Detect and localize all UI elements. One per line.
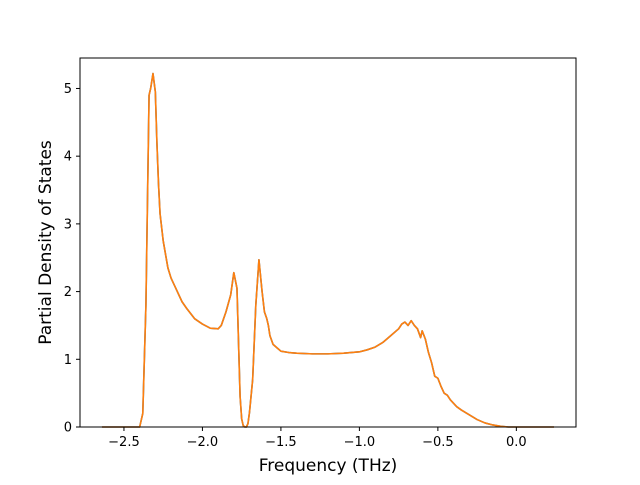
y-tick-label: 3 bbox=[64, 217, 72, 232]
x-tick-label: −0.5 bbox=[422, 435, 454, 450]
y-tick-label: 5 bbox=[64, 82, 72, 97]
x-tick-label: 0.0 bbox=[506, 435, 527, 450]
x-tick-label: −1.5 bbox=[265, 435, 297, 450]
x-tick-label: −2.0 bbox=[187, 435, 219, 450]
y-tick-label: 1 bbox=[64, 353, 72, 368]
series-line-2 bbox=[101, 72, 555, 428]
ticks-layer: −2.5 −2.0 −1.5 −1.0 −0.5 0.0 0 1 2 3 4 5 bbox=[64, 82, 527, 450]
x-tick-label: −2.5 bbox=[108, 435, 140, 450]
x-axis-label: Frequency (THz) bbox=[259, 456, 398, 476]
y-tick-label: 0 bbox=[64, 421, 72, 436]
y-tick-label: 2 bbox=[64, 285, 72, 300]
plot-frame bbox=[79, 57, 577, 428]
y-tick-label: 4 bbox=[64, 150, 72, 165]
x-tick-label: −1.0 bbox=[344, 435, 376, 450]
y-axis-label: Partial Density of States bbox=[36, 140, 56, 345]
series-layer bbox=[101, 72, 555, 428]
